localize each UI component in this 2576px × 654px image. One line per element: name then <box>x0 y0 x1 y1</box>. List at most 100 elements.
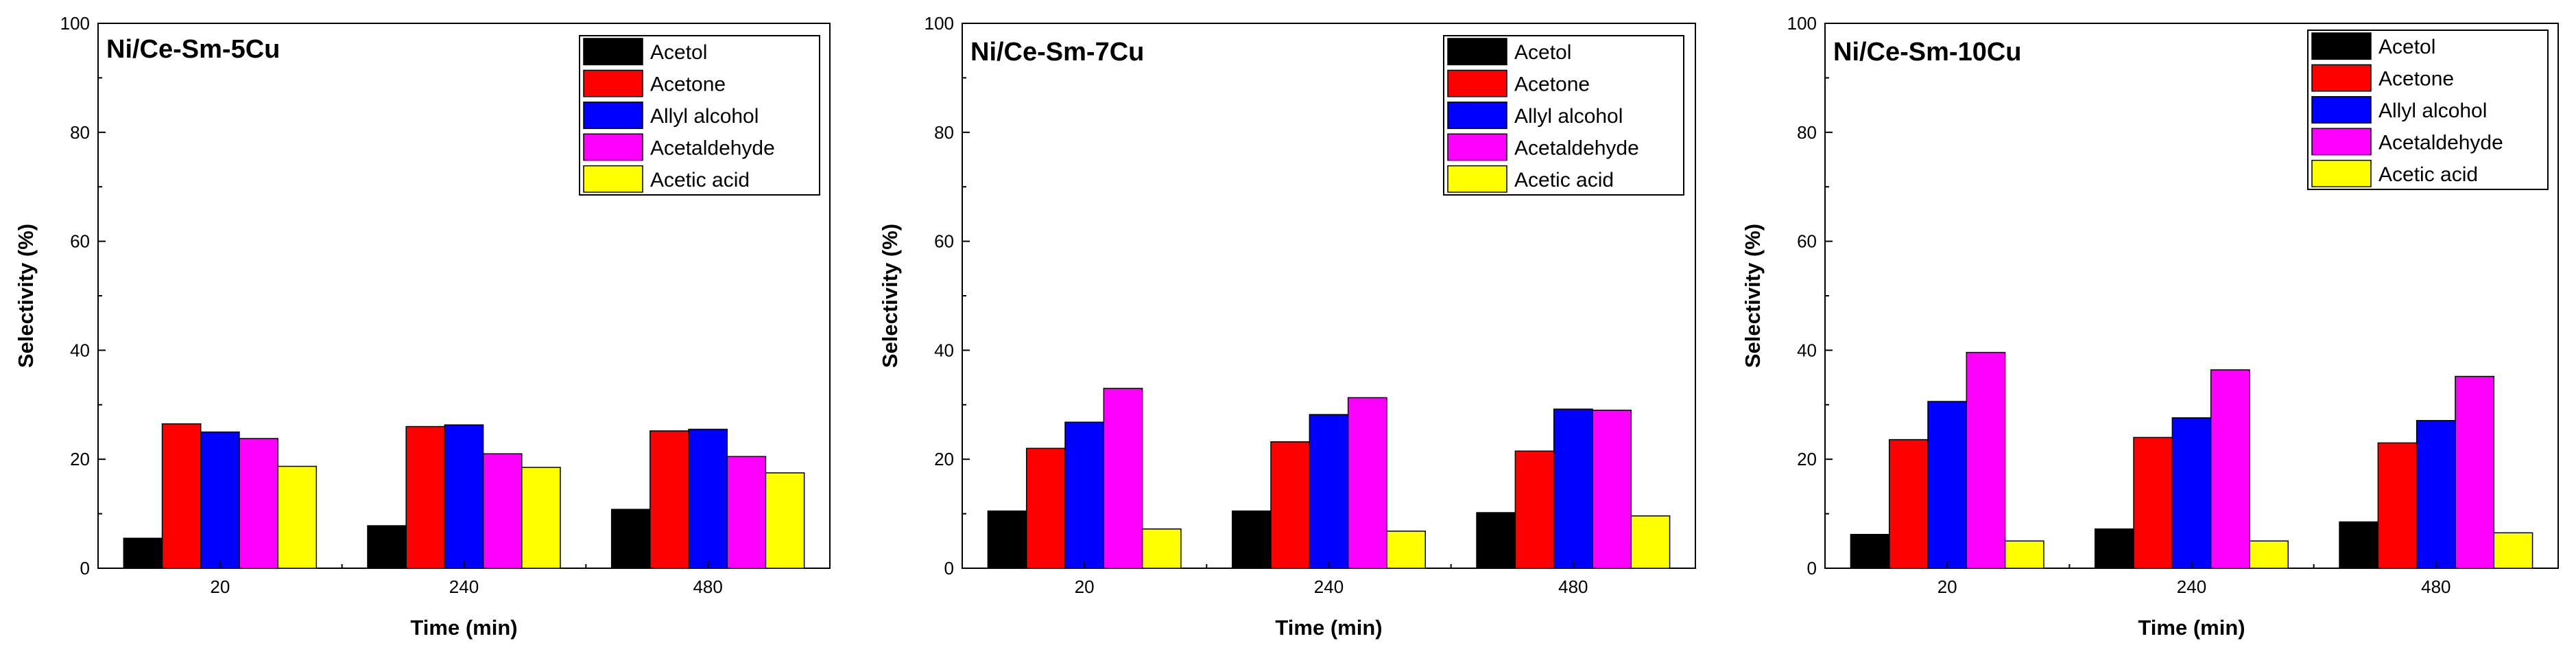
legend-swatch <box>2311 32 2372 60</box>
bar-acetaldehyde-480 <box>1592 409 1632 569</box>
bar-acetic-acid-480 <box>2493 532 2533 569</box>
panel-title: Ni/Ce-Sm-10Cu <box>1833 38 2022 67</box>
panel-title: Ni/Ce-Sm-5Cu <box>106 35 280 64</box>
bar-acetone-480 <box>2377 442 2418 569</box>
y-tick-label: 0 <box>1807 558 1817 579</box>
bar-acetaldehyde-20 <box>1103 388 1143 569</box>
bar-acetic-acid-20 <box>1141 528 1182 569</box>
bar-allyl-alcohol-480 <box>1553 408 1593 569</box>
bar-acetol-20 <box>987 510 1027 569</box>
y-axis-title: Selectivity (%) <box>14 224 38 368</box>
bar-acetol-480 <box>2339 521 2379 569</box>
legend-label: Allyl alcohol <box>650 105 759 128</box>
legend-label: Acetone <box>2378 68 2454 91</box>
x-axis-title: Time (min) <box>410 616 517 640</box>
bar-acetone-240 <box>2133 436 2173 569</box>
legend-swatch <box>2311 128 2372 156</box>
legend-label: Acetol <box>650 41 707 64</box>
bar-acetic-acid-240 <box>521 467 561 569</box>
bar-allyl-alcohol-20 <box>200 431 240 569</box>
bar-acetol-20 <box>1850 534 1890 569</box>
bar-allyl-alcohol-20 <box>1927 401 1968 569</box>
bar-acetaldehyde-240 <box>1347 397 1387 569</box>
bar-acetaldehyde-20 <box>239 438 278 569</box>
legend-swatch <box>1447 165 1507 193</box>
legend-label: Acetaldehyde <box>2378 131 2503 154</box>
legend-label: Acetol <box>1514 41 1571 64</box>
legend-swatch <box>583 165 643 193</box>
legend-swatch <box>583 69 643 97</box>
legend-swatch <box>1447 38 1507 66</box>
y-tick-label: 0 <box>944 558 954 579</box>
y-tick-label: 40 <box>934 340 954 360</box>
bar-acetone-20 <box>161 423 202 569</box>
bar-acetone-240 <box>1270 441 1311 569</box>
x-tick-label: 480 <box>2421 576 2450 597</box>
legend-label: Acetol <box>2378 36 2435 58</box>
x-tick-label: 480 <box>1558 576 1588 597</box>
bar-acetone-20 <box>1025 447 1066 569</box>
chart-panel-1: 0 20 40 60 80 100 20 240 480 Time (min) Selectivit… <box>14 13 831 640</box>
y-tick-label: 60 <box>70 231 90 252</box>
y-tick-label: 80 <box>70 122 90 143</box>
legend-label: Acetone <box>1514 73 1590 96</box>
bar-allyl-alcohol-240 <box>2171 417 2212 569</box>
y-tick-label: 20 <box>934 449 954 469</box>
panel-title: Ni/Ce-Sm-7Cu <box>970 38 1144 67</box>
x-tick-label: 240 <box>449 576 479 597</box>
bar-acetic-acid-480 <box>765 472 805 569</box>
legend: Acetol Acetone Allyl alcohol Acetaldehyde Ac… <box>2307 30 2549 190</box>
bar-allyl-alcohol-20 <box>1064 421 1105 569</box>
legend-swatch <box>583 133 643 161</box>
legend-label: Acetaldehyde <box>650 137 775 159</box>
legend-label: Acetic acid <box>650 169 750 191</box>
y-tick-label: 20 <box>1797 449 1817 469</box>
legend-swatch <box>1447 69 1507 97</box>
bar-acetic-acid-240 <box>1386 530 1427 569</box>
bar-acetol-20 <box>123 537 163 569</box>
bar-acetaldehyde-240 <box>2210 369 2250 569</box>
bar-acetic-acid-480 <box>1630 515 1671 569</box>
legend-label: Acetone <box>650 73 726 96</box>
legend-swatch <box>2311 159 2372 187</box>
bar-acetone-240 <box>405 425 446 569</box>
bar-acetone-480 <box>1514 450 1555 569</box>
bar-allyl-alcohol-240 <box>444 424 484 569</box>
y-tick-label: 40 <box>70 340 90 360</box>
x-tick-label: 480 <box>693 576 722 597</box>
legend-label: Acetaldehyde <box>1514 137 1639 159</box>
bar-acetone-480 <box>649 430 689 569</box>
y-tick-label: 100 <box>1787 13 1817 34</box>
legend-swatch <box>1447 133 1507 161</box>
bar-acetaldehyde-20 <box>1966 351 2006 569</box>
bar-allyl-alcohol-240 <box>1309 414 1349 569</box>
chart-panel-3: 0 20 40 60 80 100 20 240 480 Time (min) Selectivit… <box>1741 13 2559 640</box>
x-tick-label: 20 <box>210 576 230 597</box>
y-tick-label: 40 <box>1797 340 1817 360</box>
legend-label: Allyl alcohol <box>2378 100 2487 122</box>
y-tick-label: 60 <box>1797 231 1817 252</box>
y-tick-label: 20 <box>70 449 90 469</box>
x-axis-title: Time (min) <box>1275 616 1382 640</box>
bar-acetol-240 <box>2094 528 2134 569</box>
bar-acetaldehyde-240 <box>482 453 523 569</box>
bar-acetic-acid-20 <box>2004 540 2044 569</box>
y-axis-title: Selectivity (%) <box>878 224 902 368</box>
legend-swatch <box>1447 102 1507 129</box>
legend: Acetol Acetone Allyl alcohol Acetaldehyde Ac… <box>1443 35 1684 196</box>
y-tick-label: 80 <box>934 122 954 143</box>
bar-acetone-20 <box>1888 439 1929 569</box>
bar-acetol-240 <box>367 525 407 569</box>
legend-swatch <box>2311 96 2372 124</box>
legend: Acetol Acetone Allyl alcohol Acetaldehyde Ac… <box>579 35 820 196</box>
y-tick-label: 0 <box>80 558 90 579</box>
legend-swatch <box>583 102 643 129</box>
legend-label: Allyl alcohol <box>1514 105 1623 128</box>
bar-allyl-alcohol-480 <box>2416 420 2456 569</box>
bar-acetaldehyde-480 <box>726 456 767 569</box>
y-tick-label: 100 <box>925 13 954 34</box>
legend-swatch <box>2311 64 2372 92</box>
bar-acetol-240 <box>1231 510 1272 569</box>
